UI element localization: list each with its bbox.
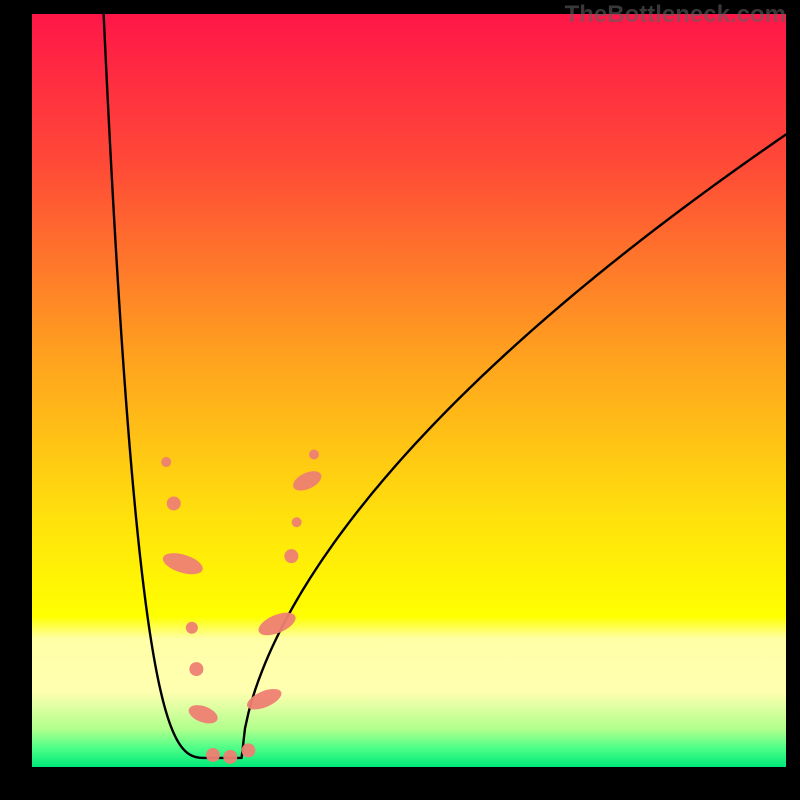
data-marker [189, 662, 203, 676]
data-marker [284, 549, 298, 563]
data-marker [167, 496, 181, 510]
data-marker [161, 457, 171, 467]
data-marker [309, 450, 319, 460]
plot-background [32, 14, 786, 767]
chart-svg: TheBottleneck.com [0, 0, 800, 800]
data-marker [206, 748, 220, 762]
data-marker [186, 622, 198, 634]
watermark-text: TheBottleneck.com [565, 1, 786, 28]
data-marker [241, 743, 255, 757]
data-marker [292, 517, 302, 527]
data-marker [223, 750, 237, 764]
chart-root: TheBottleneck.com [0, 0, 800, 800]
